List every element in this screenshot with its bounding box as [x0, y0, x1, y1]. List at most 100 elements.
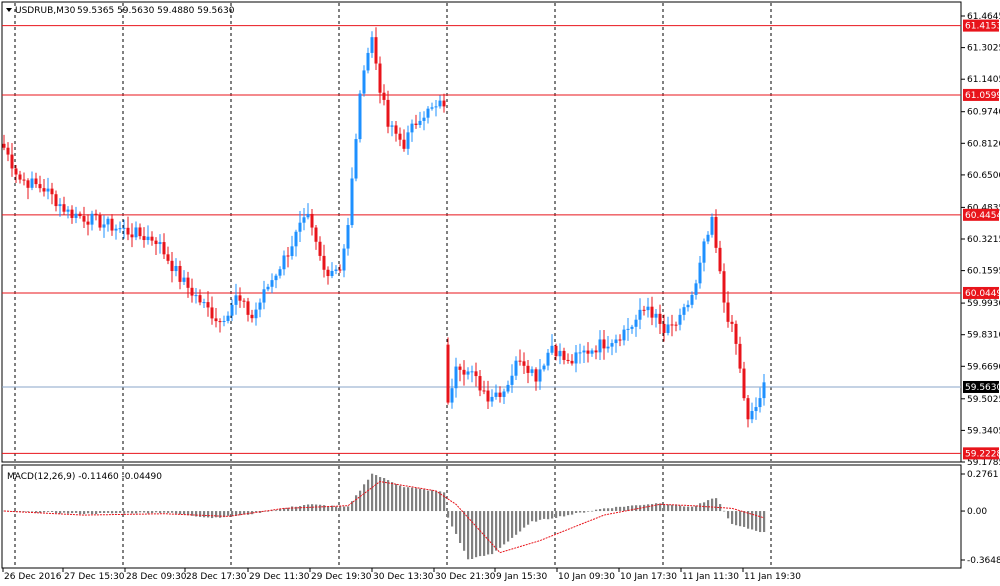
candle-body: [678, 314, 682, 325]
macd-bar: [423, 489, 426, 512]
candle-body: [566, 359, 570, 361]
macd-histogram: [3, 473, 766, 560]
candle-body: [462, 369, 466, 375]
candle-body: [618, 339, 622, 341]
macd-bar: [79, 511, 82, 515]
candle-body: [218, 321, 222, 323]
candle-body: [702, 241, 706, 263]
candle-body: [310, 213, 314, 228]
macd-bar: [323, 505, 326, 512]
time-label: 28 Dec 09:30: [126, 572, 187, 582]
macd-bar: [395, 484, 398, 512]
candle-body: [286, 255, 290, 257]
macd-axis-label: 0.00: [967, 507, 987, 517]
macd-bar: [143, 511, 146, 513]
macd-bar: [595, 509, 598, 512]
macd-bar: [675, 504, 678, 512]
candle-body: [586, 350, 590, 354]
candle-body: [242, 300, 246, 302]
candle-body: [698, 262, 702, 284]
candle-body: [386, 99, 390, 127]
macd-axis[interactable]: 0.2761 0.00 -0.3648: [961, 470, 1000, 566]
candle-body: [762, 382, 766, 399]
macd-bar: [139, 511, 142, 513]
macd-bar: [191, 511, 194, 516]
candle-body: [130, 234, 134, 238]
candle-body: [654, 313, 658, 318]
macd-bar: [63, 511, 66, 513]
candle-body: [686, 304, 690, 308]
macd-bar: [91, 511, 94, 515]
candle-body: [742, 368, 746, 399]
candle-body: [626, 328, 630, 330]
macd-bar: [575, 511, 578, 513]
macd-bar: [123, 511, 126, 514]
candle-body: [486, 390, 490, 402]
candle-body: [578, 352, 582, 354]
candle-body: [650, 306, 654, 318]
price-tags: 61.4153 61.0599 60.4454 60.0449 59.2228 59.56…: [963, 19, 1000, 460]
macd-bar: [371, 473, 374, 512]
macd-bar: [631, 505, 634, 512]
macd-bar: [511, 511, 514, 538]
candle-body: [370, 37, 374, 53]
price-pane-frame: [1, 1, 962, 463]
macd-bar: [103, 511, 106, 513]
candle-body: [498, 392, 502, 397]
candle-body: [174, 265, 178, 272]
macd-bar: [299, 506, 302, 512]
dropdown-triangle-icon[interactable]: [6, 8, 12, 12]
macd-bar: [95, 511, 98, 515]
candle-body: [10, 154, 14, 169]
candle-body: [506, 384, 510, 392]
macd-bar: [483, 511, 486, 556]
macd-bar: [207, 511, 210, 518]
price-pane[interactable]: USDRUB,M30 59.5365 59.5630 59.4880 59.56…: [1, 1, 962, 463]
macd-bar: [687, 506, 690, 512]
macd-bar: [503, 511, 506, 545]
candle-body: [426, 108, 430, 118]
macd-bar: [399, 485, 402, 512]
price-label: 60.4835: [967, 203, 1000, 213]
macd-bar: [287, 507, 290, 512]
candle-body: [206, 302, 210, 308]
price-label: 60.9740: [967, 108, 1000, 118]
macd-bar: [643, 504, 646, 512]
price-axis[interactable]: 61.4645 61.3025 61.1405 60.9740 60.8120 60.65…: [961, 12, 1000, 468]
macd-bar: [475, 511, 478, 558]
candle-body: [402, 139, 406, 149]
candle-body: [34, 178, 38, 185]
macd-bar: [195, 511, 198, 517]
macd-bar: [411, 487, 414, 512]
candle-body: [614, 339, 618, 344]
macd-bar: [355, 495, 358, 512]
candle-body: [554, 345, 558, 357]
candle-body: [442, 100, 446, 107]
macd-pane[interactable]: MACD(12,26,9) -0.11460 -0.04490: [1, 464, 962, 569]
macd-bar: [115, 511, 118, 514]
macd-bar: [163, 511, 166, 513]
price-label: 61.4645: [967, 12, 1000, 22]
macd-bar: [419, 488, 422, 512]
macd-bar: [751, 511, 754, 530]
horizontal-levels[interactable]: [2, 25, 961, 454]
candle-body: [178, 265, 182, 282]
candle-body: [126, 227, 130, 235]
macd-bar: [547, 511, 550, 520]
candle-body: [750, 411, 754, 420]
macd-bar: [279, 508, 282, 512]
time-axis[interactable]: 26 Dec 2016 27 Dec 15:30 28 Dec 09:30 28 De…: [2, 567, 961, 582]
candle-body: [602, 339, 606, 349]
macd-label: MACD(12,26,9) -0.11460 -0.04490: [7, 472, 162, 482]
macd-bar: [135, 511, 138, 514]
macd-bar: [47, 511, 50, 512]
candle-body: [266, 286, 270, 290]
price-label: 60.8120: [967, 139, 1000, 149]
candle-body: [102, 224, 106, 228]
macd-bar: [255, 511, 258, 513]
candle-body: [598, 339, 602, 353]
macd-bar: [251, 511, 254, 515]
